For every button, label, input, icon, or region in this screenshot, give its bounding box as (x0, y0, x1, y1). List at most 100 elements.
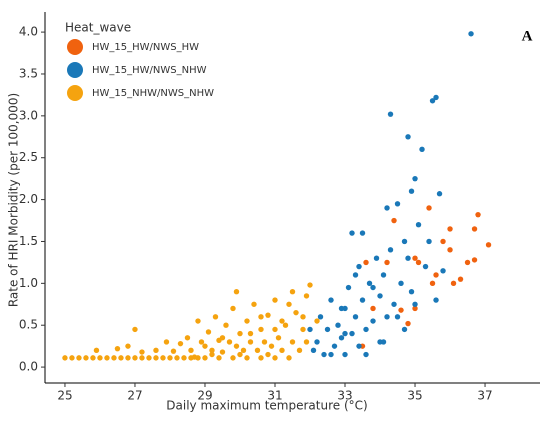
point (184, 335, 191, 341)
legend-label: HW_15_HW/NWS_HW (92, 42, 199, 53)
point (433, 272, 439, 278)
point (338, 335, 345, 341)
x-tick-label: 37 (477, 389, 492, 403)
x-tick-label: 31 (267, 389, 282, 403)
point (349, 330, 355, 337)
point (216, 355, 222, 361)
panel-label: A (522, 28, 533, 44)
point (384, 259, 390, 266)
point (380, 272, 387, 278)
point (447, 226, 453, 232)
point (408, 289, 415, 295)
point (475, 211, 481, 218)
point (300, 326, 306, 333)
point (352, 272, 359, 278)
point (90, 355, 96, 361)
point (293, 309, 299, 316)
point (118, 355, 124, 361)
point (230, 305, 236, 312)
point (471, 226, 478, 232)
point (405, 320, 411, 327)
point (254, 347, 261, 354)
point (415, 259, 422, 266)
point (188, 347, 194, 354)
x-tick-label: 29 (197, 389, 212, 403)
point (268, 343, 275, 349)
point (282, 322, 289, 328)
x-tick-label: 35 (407, 389, 422, 403)
y-tick-label: 3.5 (19, 66, 38, 80)
point (468, 31, 474, 37)
point (160, 355, 166, 361)
point (405, 134, 411, 140)
point (429, 280, 436, 287)
point (230, 355, 236, 361)
point (209, 347, 215, 354)
point (62, 355, 68, 361)
point (440, 238, 446, 245)
point (279, 318, 285, 324)
point (125, 355, 131, 361)
point (303, 339, 310, 345)
point (286, 355, 292, 361)
point (202, 343, 208, 349)
point (345, 284, 352, 291)
point (331, 343, 338, 349)
point (111, 355, 117, 361)
point (419, 146, 425, 153)
point (76, 355, 82, 361)
point (272, 355, 278, 361)
legend-swatch (67, 62, 83, 78)
point (209, 351, 215, 358)
point (132, 326, 138, 333)
point (170, 348, 177, 354)
point (198, 339, 205, 345)
point (373, 255, 380, 261)
point (237, 351, 243, 358)
y-axis-label: Rate of HRI Morbidity (per 100,000) (7, 93, 21, 307)
point (233, 343, 240, 349)
point (394, 201, 401, 207)
point (310, 347, 317, 354)
point (314, 339, 320, 345)
point (247, 330, 254, 337)
point (247, 339, 254, 345)
point (125, 343, 131, 349)
point (265, 351, 271, 358)
point (433, 297, 439, 303)
point (279, 347, 285, 354)
point (349, 230, 355, 236)
point (223, 322, 229, 328)
point (401, 238, 408, 245)
y-tick-label: 1.5 (19, 234, 38, 248)
point (177, 340, 184, 347)
point (314, 318, 320, 324)
point (139, 355, 145, 361)
point (370, 305, 376, 312)
point (328, 351, 334, 358)
point (447, 247, 453, 253)
point (272, 297, 278, 303)
point (356, 343, 362, 349)
point (377, 293, 383, 299)
point (258, 314, 264, 320)
point (321, 351, 327, 358)
point (289, 289, 296, 295)
point (289, 339, 296, 345)
legend-swatch (67, 39, 83, 55)
point (83, 355, 89, 361)
point (394, 314, 401, 320)
point (342, 330, 348, 337)
point (240, 347, 247, 354)
point (408, 188, 415, 194)
point (146, 355, 152, 361)
point (244, 318, 250, 324)
y-tick-label: 1.0 (19, 276, 38, 290)
point (356, 263, 362, 270)
legend-swatch (67, 85, 83, 101)
point (380, 339, 387, 345)
point (258, 355, 264, 361)
point (258, 326, 264, 333)
point (191, 354, 198, 360)
